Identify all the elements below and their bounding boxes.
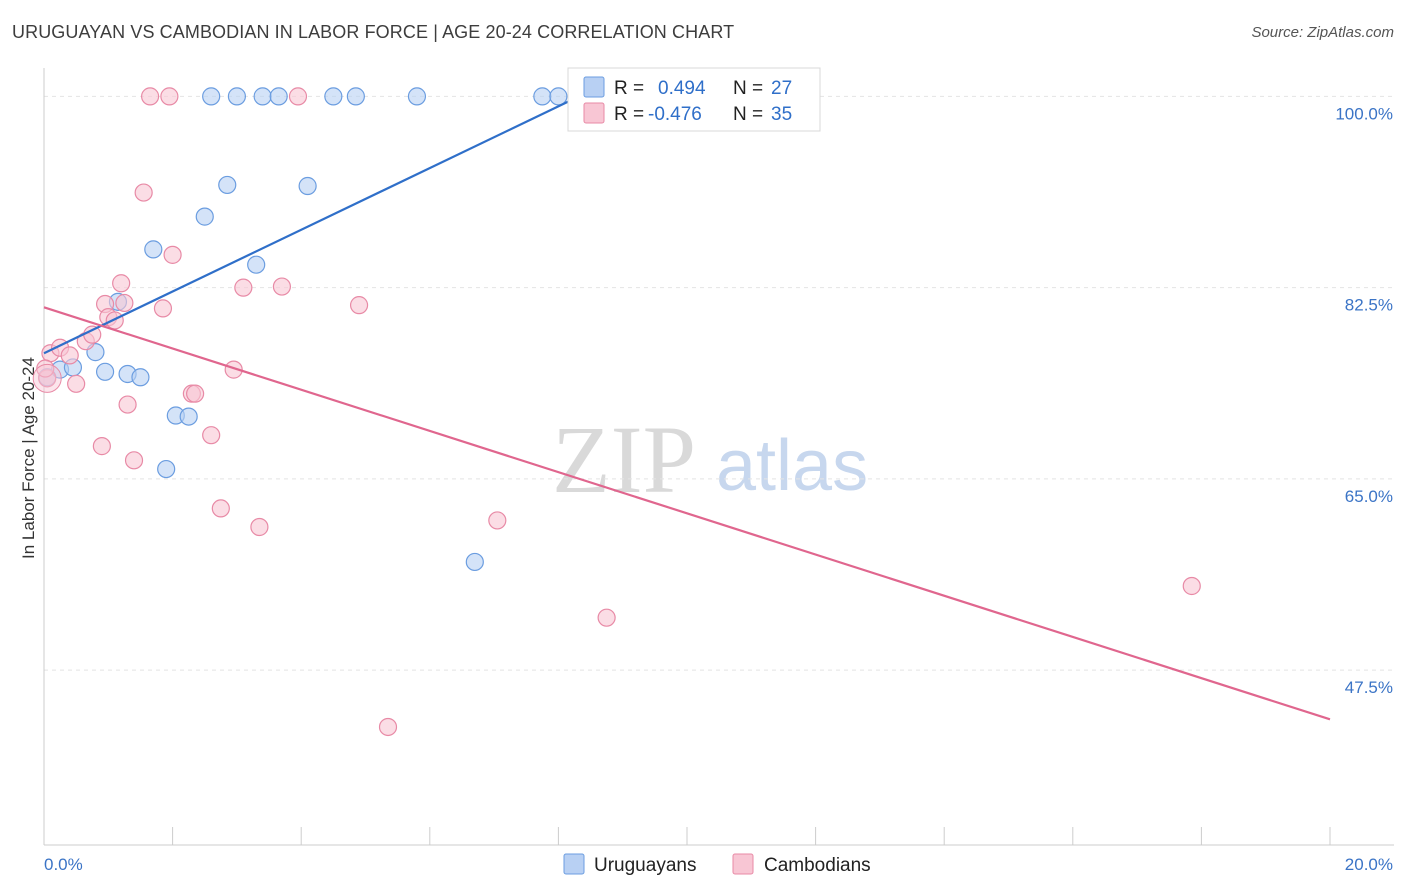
point-uruguayans-12	[195, 207, 214, 226]
point-cambodians-29	[349, 296, 369, 315]
point-cambodians-11	[112, 274, 131, 293]
y-tick-label-0: 100.0%	[1335, 104, 1393, 123]
trend-line-uruguayans	[43, 89, 592, 355]
x-axis-tick-labels: 0.0% 20.0%	[44, 855, 1393, 874]
y-tick-label-1: 82.5%	[1345, 296, 1393, 315]
legend-n-value-cambodians: 35	[771, 104, 792, 125]
point-cambodians-33	[1182, 576, 1201, 596]
series-legend-swatch-cambodians	[732, 853, 754, 875]
point-uruguayans-17	[253, 87, 272, 106]
point-uruguayans-9	[157, 459, 176, 479]
point-cambodians-3	[60, 346, 79, 365]
point-uruguayans-20	[324, 87, 343, 106]
point-uruguayans-19	[298, 176, 317, 196]
legend-n-label-uruguayans: N =	[733, 78, 763, 99]
y-tick-label-3: 47.5%	[1345, 678, 1393, 697]
point-cambodians-30	[378, 717, 398, 737]
legend-r-value-uruguayans: 0.494	[658, 78, 706, 99]
point-cambodians-27	[272, 277, 292, 296]
point-cambodians-31	[488, 511, 507, 530]
point-cambodians-6	[83, 325, 102, 344]
correlation-legend: R = 0.494 N = 27 R = -0.476 N = 35	[567, 67, 821, 132]
point-uruguayans-7	[131, 368, 150, 387]
series-legend-label-cambodians: Cambodians	[764, 855, 871, 876]
point-cambodians-25	[234, 278, 253, 297]
source-credit: Source: ZipAtlas.com	[1251, 24, 1394, 41]
point-uruguayans-4	[95, 362, 115, 381]
legend-n-value-uruguayans: 27	[771, 78, 792, 99]
point-cambodians-22	[202, 426, 221, 445]
point-cambodians-16	[140, 87, 160, 106]
legend-swatch-cambodians	[583, 102, 605, 124]
point-uruguayans-8	[144, 240, 163, 259]
point-cambodians-21	[186, 384, 205, 403]
point-cambodians-28	[288, 87, 308, 106]
point-uruguayans-21	[346, 87, 365, 106]
trend-lines	[43, 89, 1331, 721]
point-cambodians-7	[92, 437, 111, 456]
point-cambodians-14	[124, 451, 144, 470]
point-uruguayans-23	[465, 552, 484, 572]
point-cambodians-23	[211, 499, 230, 518]
point-uruguayans-25	[549, 87, 568, 106]
y-tick-label-2: 65.0%	[1345, 487, 1393, 506]
watermark: ZIP atlas	[552, 406, 868, 513]
point-cambodians-13	[118, 395, 137, 414]
trend-line-cambodians	[43, 306, 1331, 721]
legend-swatch-uruguayans	[583, 76, 605, 98]
series-legend-swatch-uruguayans	[563, 853, 585, 875]
legend-n-label-cambodians: N =	[733, 104, 763, 125]
point-uruguayans-16	[247, 255, 266, 274]
point-cambodians-26	[250, 517, 269, 537]
chart-title: URUGUAYAN VS CAMBODIAN IN LABOR FORCE | …	[12, 22, 735, 42]
point-uruguayans-15	[227, 87, 246, 106]
legend-r-label-uruguayans: R =	[614, 78, 644, 99]
point-uruguayans-24	[533, 87, 552, 106]
legend-r-value-cambodians: -0.476	[648, 104, 702, 125]
point-cambodians-32	[597, 608, 616, 627]
x-tick-label-0: 0.0%	[44, 855, 83, 874]
point-cambodians-12	[115, 293, 134, 313]
point-cambodians-17	[153, 299, 173, 318]
point-cambodians-18	[160, 87, 179, 106]
y-axis-title: In Labor Force | Age 20-24	[19, 357, 38, 559]
point-uruguayans-13	[202, 87, 221, 106]
point-cambodians-19	[163, 245, 182, 264]
point-uruguayans-18	[269, 87, 288, 106]
point-cambodians-24	[224, 360, 243, 379]
point-cambodians-4	[67, 374, 86, 393]
x-axis-ticks	[43, 827, 1331, 845]
watermark-atlas: atlas	[716, 426, 868, 506]
point-cambodians-15	[134, 183, 153, 202]
watermark-zip: ZIP	[552, 406, 696, 513]
point-uruguayans-22	[407, 87, 427, 106]
series-legend-label-uruguayans: Uruguayans	[594, 855, 696, 876]
y-axis-tick-labels: 100.0% 82.5% 65.0% 47.5%	[1335, 104, 1393, 697]
point-cluster-origin	[32, 363, 62, 393]
data-points	[32, 87, 1201, 737]
point-uruguayans-11	[179, 407, 198, 426]
legend-r-label-cambodians: R =	[614, 104, 644, 125]
point-uruguayans-14	[218, 175, 237, 195]
legend-box	[567, 67, 821, 132]
axes	[43, 68, 1394, 846]
series-legend: Uruguayans Cambodians	[563, 853, 871, 876]
x-tick-label-1: 20.0%	[1345, 855, 1393, 874]
